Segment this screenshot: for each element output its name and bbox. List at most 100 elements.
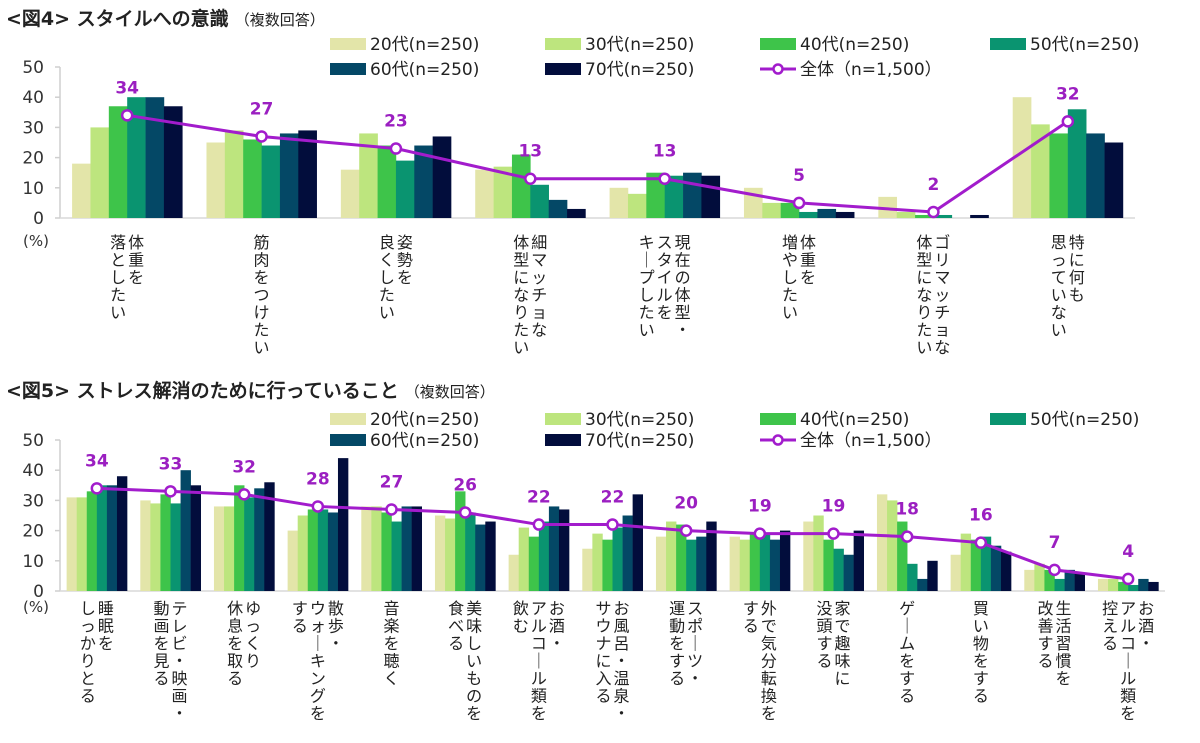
category-char: ア (531, 599, 547, 618)
category-char: た (110, 286, 126, 305)
total-marker (389, 142, 403, 155)
bar-50s (96, 485, 108, 591)
legend-item-50s: 50代(n=250) (990, 35, 1139, 55)
y-axis: 0 10 20 30 40 50 (%) (22, 58, 61, 250)
bar-70s (701, 175, 721, 218)
total-marker (90, 482, 104, 495)
category-char: し (80, 599, 96, 618)
category-char: ｜ (899, 617, 915, 636)
legend-item-50s: 50代(n=250) (990, 410, 1139, 430)
bar-40s (823, 539, 834, 591)
category-char: ゲ (899, 599, 915, 618)
bar-30s (150, 503, 161, 591)
category-char: べ (448, 617, 464, 636)
category-char: も (1069, 286, 1085, 305)
bar-20s (1097, 578, 1109, 591)
bar-30s (739, 539, 751, 591)
bar-40s (897, 521, 908, 591)
category-char: い (110, 303, 126, 322)
legend-swatch-marker (772, 434, 784, 446)
total-data-label: 19 (822, 497, 846, 517)
bar-40s (455, 491, 466, 591)
category-char: た (916, 321, 932, 340)
bar-70s (264, 482, 275, 591)
bar-20s (609, 187, 629, 218)
bar-70s (1000, 551, 1012, 591)
total-data-label: 18 (895, 500, 919, 520)
total-marker (606, 518, 619, 531)
bar-40s (528, 536, 540, 591)
category-char: い (916, 338, 932, 357)
bars (72, 97, 1124, 218)
bar-60s (548, 199, 568, 218)
category-char: ル (657, 286, 673, 305)
category-char: す (292, 599, 308, 618)
figure-4-subtitle: （複数回答） (234, 11, 325, 29)
category-char: 物 (973, 634, 989, 653)
total-data-label: 22 (527, 488, 551, 508)
category-char: た (513, 321, 529, 340)
category-char: 美 (466, 599, 482, 618)
bar-20s (72, 163, 91, 218)
category-char: い (973, 617, 989, 636)
legend-label: 30代(n=250) (585, 410, 694, 430)
total-marker (1121, 572, 1135, 586)
bar-50s (530, 184, 549, 218)
category-char: な (531, 321, 547, 340)
category-char: 家 (834, 599, 850, 618)
category-char: ル (1120, 617, 1136, 636)
bar-50s (833, 548, 844, 591)
category-char: 良 (379, 233, 395, 252)
bar-70s (779, 530, 791, 591)
legend-swatch (545, 63, 581, 75)
category-char: 特 (1069, 233, 1085, 252)
bar-60s (414, 145, 433, 218)
total-data-label: 32 (232, 457, 256, 477)
total-data-label: 16 (969, 506, 993, 526)
legend-swatch (990, 38, 1026, 50)
bar-40s (602, 539, 613, 591)
bar-50s (907, 563, 918, 591)
category-char: 活 (1055, 617, 1071, 636)
category-char: し (639, 286, 655, 305)
bar-30s (666, 521, 677, 591)
category-char: ォ (310, 617, 326, 636)
category-char: い (466, 652, 482, 671)
bar-60s (1064, 569, 1075, 591)
category-char: 息 (227, 617, 243, 636)
bar-60s (696, 536, 707, 591)
bar-30s (359, 133, 378, 218)
category-char: を (657, 303, 673, 322)
category-char: る (80, 687, 96, 706)
total-marker (792, 196, 806, 210)
bar-30s (1034, 563, 1045, 591)
legend-item-40s: 40代(n=250) (760, 410, 909, 430)
bar-60s (683, 172, 702, 218)
total-data-label: 34 (115, 78, 139, 98)
category-char: マ (934, 268, 950, 287)
bar-60s (817, 208, 837, 218)
category-char: ・ (171, 652, 187, 671)
bar-30s (224, 506, 235, 591)
total-data-label: 22 (601, 488, 625, 508)
bar-20s (1024, 569, 1035, 591)
legend-label: 60代(n=250) (370, 431, 479, 451)
category-char: を (254, 268, 270, 287)
bar-30s (445, 518, 456, 591)
total-marker (900, 530, 914, 543)
total-data-label: 28 (306, 469, 330, 489)
bar-group (66, 476, 128, 591)
total-marker (524, 172, 537, 185)
total-line (126, 113, 1069, 214)
bar-30s (960, 533, 972, 591)
bar-30s (896, 211, 916, 218)
category-char: な (934, 338, 950, 357)
bar-70s (116, 476, 128, 591)
bar-40s (108, 106, 128, 218)
category-char: 飲 (513, 599, 529, 618)
category-char: 泉 (613, 687, 629, 706)
